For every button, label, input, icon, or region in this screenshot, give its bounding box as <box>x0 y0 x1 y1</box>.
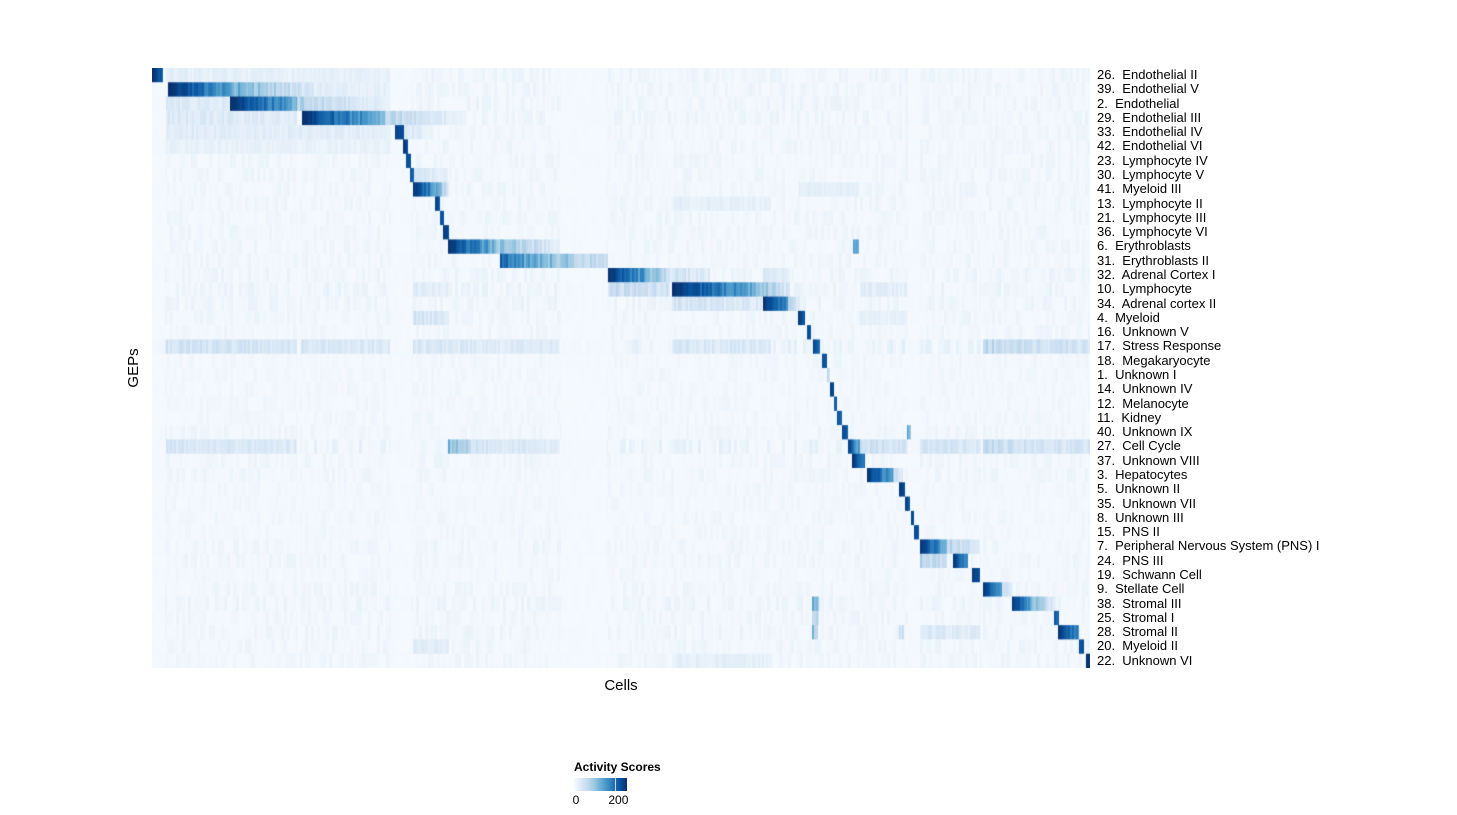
gep-row-label: 19. Schwann Cell <box>1097 567 1202 582</box>
gep-row-label: 9. Stellate Cell <box>1097 581 1185 597</box>
gep-row-label: 41. Myeloid III <box>1097 181 1182 197</box>
gep-row-label: 13. Lymphocyte II <box>1097 195 1203 211</box>
legend-tick-labels: 0 200 <box>572 793 629 807</box>
gep-row-label: 26. Endothelial II <box>1097 67 1198 82</box>
y-axis-label: GEPs <box>125 348 142 388</box>
gep-row-label: 35. Unknown VII <box>1097 495 1196 511</box>
activity-scores-legend: Activity Scores 0 200 <box>572 760 714 807</box>
gep-row-label: 15. PNS II <box>1097 524 1160 540</box>
gep-row-label: 2. Endothelial <box>1097 95 1180 111</box>
gep-row-label: 24. PNS III <box>1097 552 1164 568</box>
gep-row-label: 25. Stromal I <box>1097 609 1175 625</box>
gep-row-label: 6. Erythroblasts <box>1097 238 1191 254</box>
gep-row-label: 42. Endothelial VI <box>1097 138 1203 154</box>
legend-tick-mark-200 <box>615 778 617 791</box>
gep-row-label: 12. Melanocyte <box>1097 395 1189 411</box>
gep-row-label: 16. Unknown V <box>1097 324 1189 340</box>
gep-row-label: 37. Unknown VIII <box>1097 452 1200 468</box>
gep-row-label: 1. Unknown I <box>1097 367 1177 382</box>
x-axis-label: Cells <box>604 677 638 694</box>
gep-row-label: 20. Myeloid II <box>1097 638 1178 654</box>
legend-tick-label: 200 <box>608 793 629 807</box>
gep-row-label: 39. Endothelial V <box>1097 81 1199 97</box>
gep-row-label: 40. Unknown IX <box>1097 424 1193 440</box>
gep-row-label: 29. Endothelial III <box>1097 109 1202 125</box>
gep-row-label: 36. Lymphocyte VI <box>1097 224 1208 240</box>
gep-row-labels: 26. Endothelial II 39. Endothelial V 2. En… <box>1097 67 1452 668</box>
gep-row-label: 32. Adrenal Cortex I <box>1097 267 1216 282</box>
gep-row-label: 33. Endothelial IV <box>1097 124 1203 140</box>
gep-row-label: 17. Stress Response <box>1097 338 1222 354</box>
gep-row-label: 3. Hepatocytes <box>1097 467 1188 482</box>
gep-row-label: 34. Adrenal cortex II <box>1097 295 1217 311</box>
legend-gradient-bar <box>574 778 627 791</box>
gep-row-label: 38. Stromal III <box>1097 595 1182 611</box>
gep-row-label: 5. Unknown II <box>1097 481 1181 497</box>
gep-row-label: 22. Unknown VI <box>1097 652 1193 668</box>
gep-row-label: 14. Unknown IV <box>1097 381 1193 397</box>
gep-row-label: 28. Stromal II <box>1097 624 1178 640</box>
gep-row-label: 8. Unknown III <box>1097 509 1184 525</box>
gep-row-label: 11. Kidney <box>1097 409 1162 425</box>
gep-row-label: 18. Megakaryocyte <box>1097 352 1211 368</box>
gep-row-label: 31. Erythroblasts II <box>1097 252 1209 268</box>
gep-row-label: 7. Peripheral Nervous System (PNS) I <box>1097 538 1320 554</box>
legend-title: Activity Scores <box>574 760 661 774</box>
gep-row-label: 30. Lymphocyte V <box>1097 167 1205 182</box>
gep-row-label: 27. Cell Cycle <box>1097 438 1181 454</box>
gep-row-label: 23. Lymphocyte IV <box>1097 152 1208 168</box>
gep-row-label: 4. Myeloid <box>1097 309 1160 325</box>
heatmap-canvas <box>152 68 1090 668</box>
legend-tick-label: 0 <box>572 793 580 807</box>
gep-row-label: 10. Lymphocyte <box>1097 281 1192 297</box>
gep-row-label: 21. Lymphocyte III <box>1097 209 1207 225</box>
